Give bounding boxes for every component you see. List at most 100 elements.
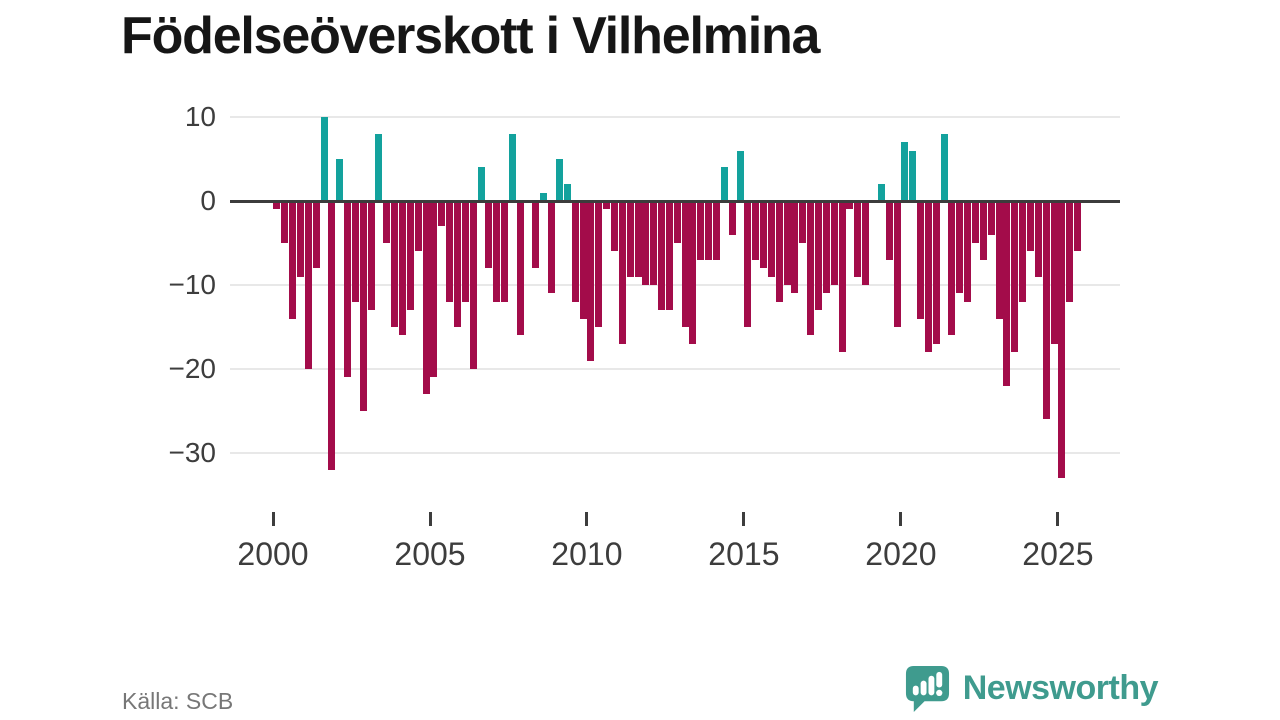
bar-2021Q2[interactable] [940, 133, 948, 201]
bar-2018Q4[interactable] [862, 201, 870, 285]
bar-2001Q1[interactable] [304, 201, 312, 369]
bar-2023Q1[interactable] [995, 201, 1003, 319]
bar-2009Q1[interactable] [556, 159, 563, 201]
bar-2005Q1[interactable] [430, 201, 438, 378]
bar-2002Q3[interactable] [351, 201, 359, 302]
bar-2008Q2[interactable] [532, 201, 540, 269]
bar-2004Q4[interactable] [422, 201, 430, 395]
bar-2015Q3[interactable] [760, 201, 767, 269]
bar-2010Q2[interactable] [595, 201, 603, 327]
bar-2008Q4[interactable] [548, 201, 556, 294]
bar-2006Q1[interactable] [461, 201, 469, 302]
bar-2011Q3[interactable] [634, 201, 642, 277]
bar-2022Q1[interactable] [964, 201, 972, 302]
bar-2008Q3[interactable] [540, 192, 548, 201]
bar-2013Q4[interactable] [705, 201, 713, 260]
newsworthy-logo[interactable]: Newsworthy [904, 664, 1159, 713]
bar-2009Q4[interactable] [579, 201, 587, 319]
bar-2018Q1[interactable] [838, 201, 846, 353]
bar-2007Q3[interactable] [508, 133, 516, 201]
bar-2024Q3[interactable] [1042, 201, 1050, 420]
bar-2011Q2[interactable] [626, 201, 634, 277]
bar-2020Q4[interactable] [924, 201, 932, 353]
bar-2000Q4[interactable] [296, 201, 304, 277]
bar-2023Q2[interactable] [1003, 201, 1011, 386]
bar-2007Q1[interactable] [493, 201, 501, 302]
bar-2002Q4[interactable] [359, 201, 367, 411]
bar-2006Q3[interactable] [477, 167, 485, 201]
bar-2024Q2[interactable] [1034, 201, 1042, 277]
bar-2020Q3[interactable] [917, 201, 924, 319]
bar-2025Q3[interactable] [1074, 201, 1081, 252]
bar-2000Q2[interactable] [281, 201, 289, 243]
bar-2003Q2[interactable] [375, 133, 383, 201]
bar-2013Q1[interactable] [681, 201, 689, 327]
bar-2004Q1[interactable] [399, 201, 406, 336]
bar-2016Q3[interactable] [791, 201, 799, 294]
bar-2012Q1[interactable] [650, 201, 658, 285]
bar-2023Q3[interactable] [1011, 201, 1019, 353]
bar-2012Q4[interactable] [673, 201, 681, 243]
bar-2000Q3[interactable] [289, 201, 297, 319]
bar-2016Q4[interactable] [799, 201, 807, 243]
bar-2014Q2[interactable] [720, 167, 728, 201]
bar-2016Q2[interactable] [783, 201, 791, 285]
bar-2011Q1[interactable] [618, 201, 626, 344]
bar-2004Q2[interactable] [406, 201, 414, 311]
bar-2016Q1[interactable] [775, 201, 783, 302]
bar-2010Q4[interactable] [610, 201, 618, 252]
bar-2014Q3[interactable] [728, 201, 736, 235]
bar-2009Q2[interactable] [563, 184, 571, 201]
bar-2005Q4[interactable] [453, 201, 461, 327]
bar-2023Q4[interactable] [1019, 201, 1027, 302]
bar-2006Q4[interactable] [485, 201, 493, 269]
bar-2019Q4[interactable] [893, 201, 901, 327]
bar-2014Q1[interactable] [712, 201, 720, 260]
bar-2015Q4[interactable] [767, 201, 775, 277]
bar-2012Q2[interactable] [658, 201, 665, 311]
bar-2001Q4[interactable] [328, 201, 336, 470]
bar-2015Q1[interactable] [744, 201, 752, 327]
bar-2019Q3[interactable] [885, 201, 893, 260]
bar-2022Q4[interactable] [987, 201, 995, 235]
bar-2004Q3[interactable] [414, 201, 422, 252]
bar-2003Q3[interactable] [383, 201, 391, 243]
bar-2005Q2[interactable] [438, 201, 446, 227]
bar-2025Q2[interactable] [1066, 201, 1074, 302]
bar-2018Q3[interactable] [854, 201, 862, 277]
bar-2000Q1[interactable] [273, 201, 281, 210]
bar-2017Q1[interactable] [807, 201, 815, 336]
bar-2012Q3[interactable] [665, 201, 673, 311]
bar-2013Q3[interactable] [697, 201, 705, 260]
bar-2022Q2[interactable] [972, 201, 979, 243]
bar-2017Q2[interactable] [815, 201, 822, 311]
bar-2018Q2[interactable] [846, 201, 854, 210]
bar-2013Q2[interactable] [689, 201, 697, 344]
bar-2024Q4[interactable] [1050, 201, 1058, 344]
bar-2010Q3[interactable] [603, 201, 611, 210]
bar-2003Q4[interactable] [391, 201, 399, 327]
bar-2007Q4[interactable] [516, 201, 524, 336]
bar-2021Q1[interactable] [932, 201, 940, 344]
bar-2001Q3[interactable] [320, 117, 328, 201]
bar-2017Q3[interactable] [822, 201, 830, 294]
bar-2014Q4[interactable] [736, 150, 744, 201]
bar-2022Q3[interactable] [979, 201, 987, 260]
bar-2007Q2[interactable] [501, 201, 508, 302]
bar-2019Q2[interactable] [877, 184, 885, 201]
bar-2006Q2[interactable] [469, 201, 477, 369]
bar-2020Q2[interactable] [909, 150, 917, 201]
bar-2002Q2[interactable] [344, 201, 351, 378]
bar-2021Q3[interactable] [948, 201, 956, 336]
bar-2021Q4[interactable] [956, 201, 964, 294]
bar-2001Q2[interactable] [312, 201, 320, 269]
bar-2002Q1[interactable] [336, 159, 344, 201]
bar-2020Q1[interactable] [901, 142, 909, 201]
bar-2010Q1[interactable] [587, 201, 595, 361]
bar-2025Q1[interactable] [1058, 201, 1066, 479]
bar-2015Q2[interactable] [752, 201, 760, 260]
bar-2003Q1[interactable] [367, 201, 375, 311]
bar-2024Q1[interactable] [1026, 201, 1034, 252]
bar-2009Q3[interactable] [571, 201, 579, 302]
bar-2011Q4[interactable] [642, 201, 650, 285]
